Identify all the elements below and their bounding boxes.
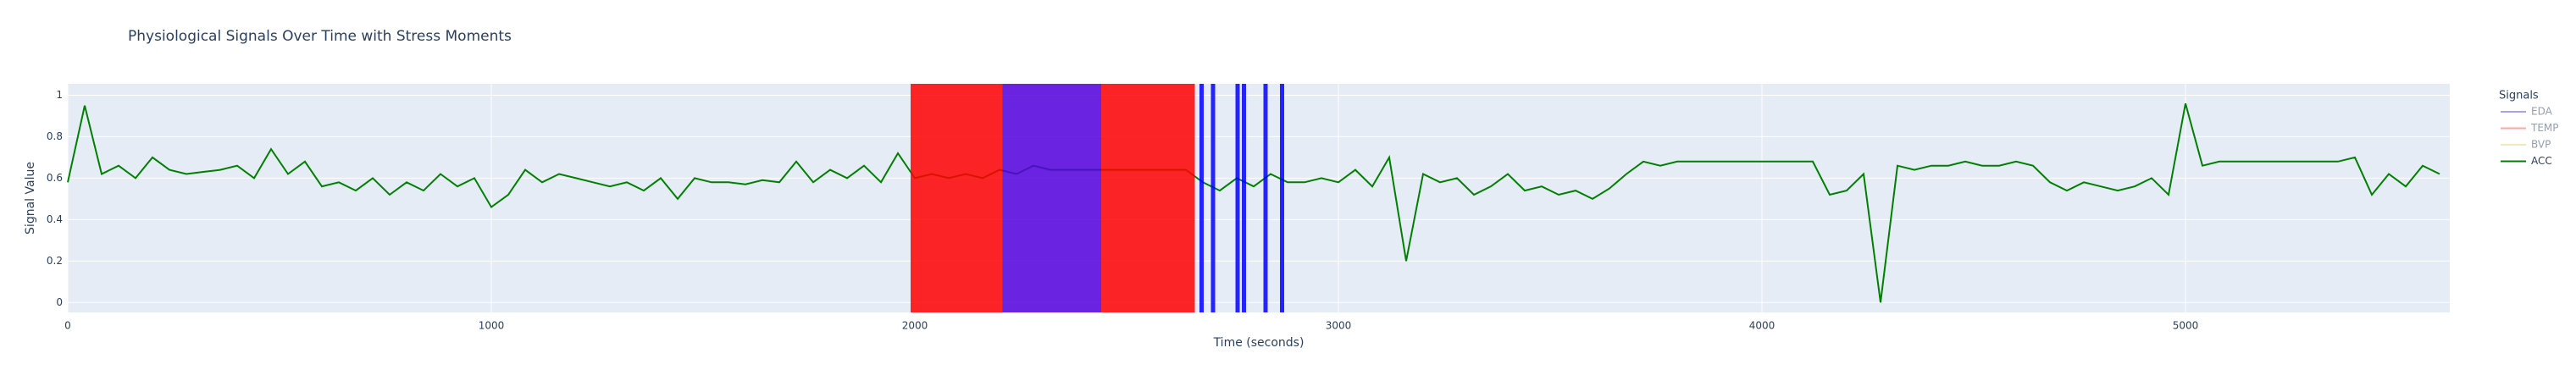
x-axis-title: Time (seconds)	[1213, 336, 1305, 350]
legend-label: ACC	[2531, 155, 2552, 167]
y-tick-label: 0.6	[47, 172, 63, 184]
legend-label: EDA	[2531, 106, 2553, 118]
x-tick-label: 3000	[1326, 320, 1352, 332]
legend-label: BVP	[2531, 139, 2551, 151]
stress-moment	[911, 84, 1003, 312]
chart-title: Physiological Signals Over Time with Str…	[128, 28, 512, 45]
x-tick-label: 0	[64, 320, 71, 332]
y-tick-label: 0.4	[47, 213, 63, 225]
legend-item[interactable]: ACC	[2501, 155, 2552, 167]
stress-moment	[1002, 84, 1101, 312]
x-tick-label: 5000	[2173, 320, 2199, 332]
y-tick-label: 0.2	[47, 255, 63, 267]
stress-moment	[1210, 84, 1216, 312]
legend-item[interactable]: EDA	[2501, 106, 2553, 118]
legend-item[interactable]: TEMP	[2501, 122, 2559, 134]
y-tick-label: 0	[56, 296, 63, 308]
stress-moment	[1101, 84, 1195, 312]
plot-area	[68, 84, 2450, 312]
x-tick-label: 2000	[902, 320, 928, 332]
legend-label: TEMP	[2530, 122, 2559, 134]
stress-moment	[1280, 84, 1284, 312]
stress-moment	[1199, 84, 1204, 312]
stress-moment	[1242, 84, 1246, 312]
legend-item[interactable]: BVP	[2501, 139, 2551, 151]
signal-line	[67, 103, 2440, 303]
stress-moment	[1235, 84, 1240, 312]
y-axis-title: Signal Value	[24, 162, 37, 235]
legend-title: Signals	[2499, 90, 2539, 102]
y-tick-label: 0.8	[47, 130, 63, 142]
stress-moment	[1263, 84, 1268, 312]
x-tick-label: 4000	[1749, 320, 1776, 332]
y-tick-label: 1	[56, 89, 63, 101]
x-tick-label: 1000	[479, 320, 505, 332]
